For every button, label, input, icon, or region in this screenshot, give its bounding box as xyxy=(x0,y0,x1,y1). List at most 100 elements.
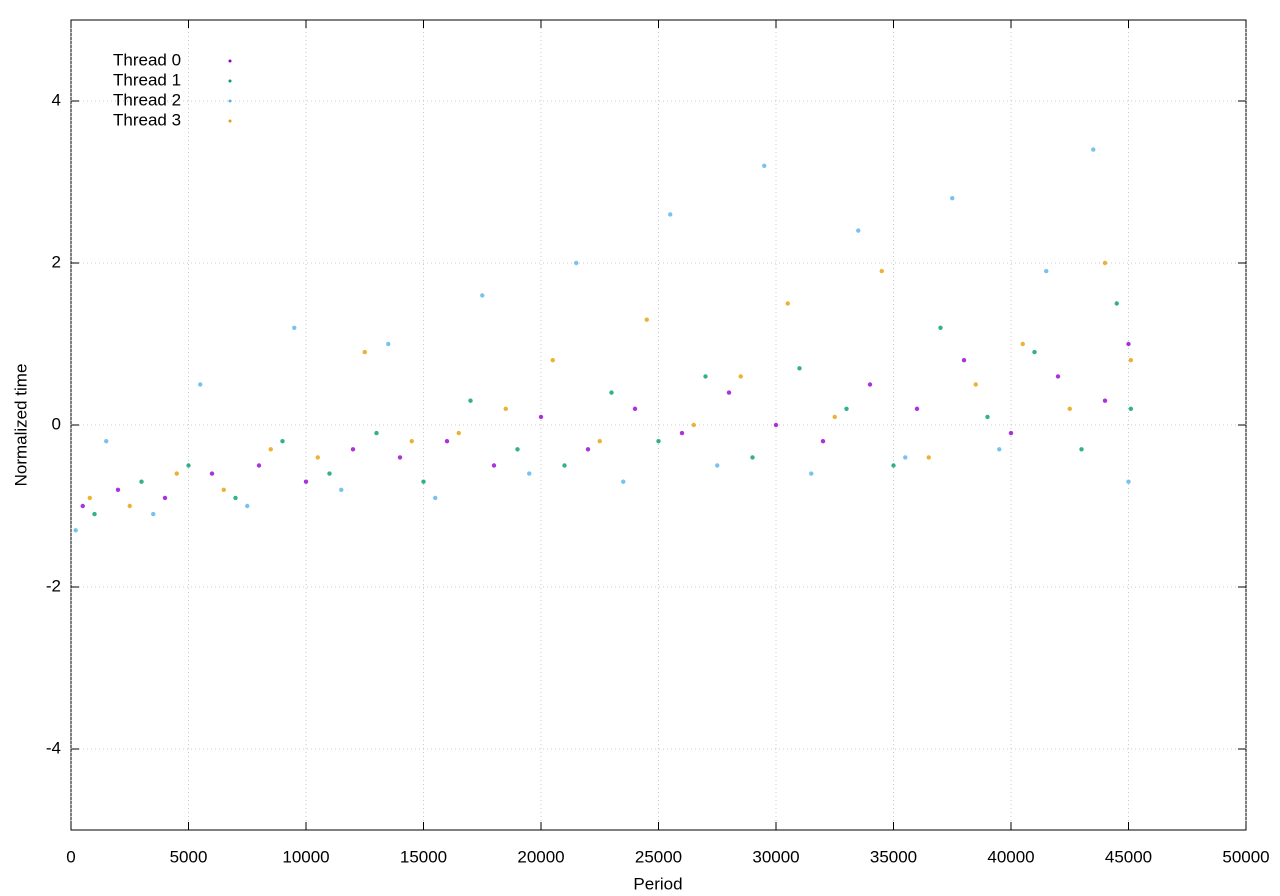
point xyxy=(715,463,720,468)
x-tick-label: 40000 xyxy=(987,847,1034,866)
point xyxy=(574,260,579,266)
x-tick-label: 15000 xyxy=(400,847,447,866)
point xyxy=(80,503,85,509)
point xyxy=(245,503,250,509)
point xyxy=(1032,349,1037,355)
y-tick-label: 0 xyxy=(52,414,61,433)
point xyxy=(679,430,685,436)
point xyxy=(785,301,790,306)
x-tick-label: 30000 xyxy=(752,847,799,866)
point xyxy=(914,406,920,411)
point xyxy=(867,382,873,387)
point xyxy=(233,495,238,501)
x-tick-label: 5000 xyxy=(170,847,208,866)
point xyxy=(973,382,978,387)
point xyxy=(198,382,203,387)
point xyxy=(1126,341,1131,347)
point xyxy=(1044,268,1049,274)
y-tick-label: 2 xyxy=(52,252,61,271)
point xyxy=(891,463,896,468)
point xyxy=(879,268,884,274)
point xyxy=(480,293,485,298)
point xyxy=(1102,260,1108,266)
point xyxy=(397,455,403,460)
point xyxy=(515,447,520,452)
point xyxy=(562,463,567,468)
point xyxy=(1008,430,1014,436)
point xyxy=(339,487,344,492)
y-tick-label: -4 xyxy=(46,738,61,757)
legend-label: Thread 3 xyxy=(113,110,181,129)
point xyxy=(456,430,461,436)
point xyxy=(174,471,179,476)
point xyxy=(221,487,226,492)
point xyxy=(903,455,908,460)
point xyxy=(809,471,814,476)
y-tick-label: 4 xyxy=(52,90,61,109)
point xyxy=(550,358,555,363)
point xyxy=(738,374,743,379)
point xyxy=(209,471,215,476)
point xyxy=(797,366,802,371)
point xyxy=(527,471,532,476)
point xyxy=(386,341,391,347)
legend-marker xyxy=(228,59,232,63)
point xyxy=(691,422,696,428)
point xyxy=(362,349,367,355)
point xyxy=(421,479,426,484)
point xyxy=(350,447,356,452)
point xyxy=(409,439,414,444)
point xyxy=(938,325,943,330)
x-tick-label: 50000 xyxy=(1222,847,1269,866)
legend-marker xyxy=(228,119,232,123)
point xyxy=(115,487,121,492)
point xyxy=(950,196,955,201)
point xyxy=(186,463,191,468)
y-axis-label: Normalized time xyxy=(11,364,30,487)
legend-label: Thread 0 xyxy=(113,50,181,69)
x-tick-label: 10000 xyxy=(282,847,329,866)
point xyxy=(985,414,990,420)
point xyxy=(750,455,755,460)
x-axis-label: Period xyxy=(633,874,682,893)
point xyxy=(491,463,497,468)
point xyxy=(1055,374,1061,379)
point xyxy=(856,228,861,233)
point xyxy=(433,495,438,501)
legend-label: Thread 2 xyxy=(113,90,181,109)
point xyxy=(832,414,837,420)
point xyxy=(844,406,849,411)
point xyxy=(585,447,591,452)
point xyxy=(1126,479,1131,484)
point xyxy=(668,212,673,217)
x-tick-label: 0 xyxy=(66,847,75,866)
point xyxy=(1079,447,1084,452)
x-tick-label: 25000 xyxy=(635,847,682,866)
legend-marker xyxy=(228,79,232,83)
point xyxy=(92,511,97,517)
point xyxy=(151,511,156,517)
point xyxy=(1020,341,1025,347)
point xyxy=(762,163,767,168)
point xyxy=(503,406,508,411)
point xyxy=(444,439,450,444)
point xyxy=(773,422,779,428)
point xyxy=(1067,406,1072,411)
point xyxy=(820,439,826,444)
point xyxy=(292,325,297,330)
y-tick-label: -2 xyxy=(46,576,61,595)
point xyxy=(961,358,967,363)
point xyxy=(997,447,1002,452)
point xyxy=(327,471,332,476)
point xyxy=(162,495,168,501)
point xyxy=(597,439,602,444)
point xyxy=(621,479,626,484)
point xyxy=(303,479,309,484)
x-tick-label: 45000 xyxy=(1105,847,1152,866)
point xyxy=(1102,398,1108,403)
point xyxy=(656,439,661,444)
point xyxy=(104,439,109,444)
point xyxy=(256,463,262,468)
point xyxy=(374,430,379,436)
